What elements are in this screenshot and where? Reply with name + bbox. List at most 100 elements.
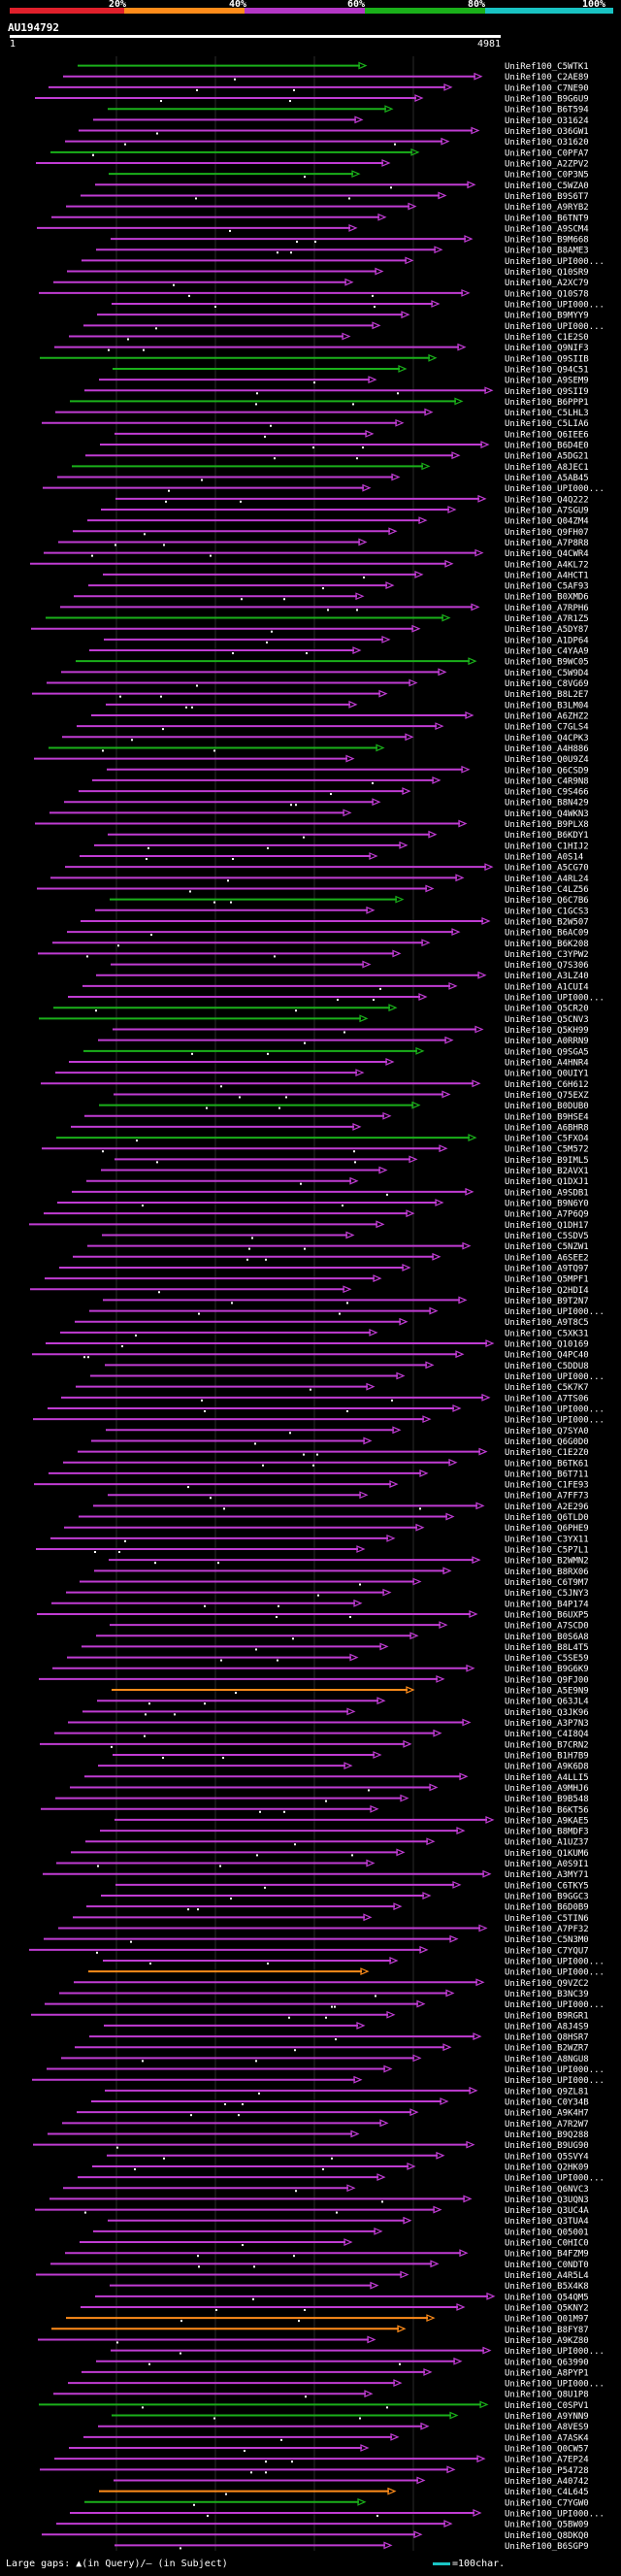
hit-row[interactable]: UniRef100_Q3UC4A [35, 2205, 589, 2216]
hit-label[interactable]: UniRef100_Q0UIY1 [505, 1070, 589, 1079]
hit-label[interactable]: UniRef100_B6D4E0 [505, 442, 589, 451]
hit-label[interactable]: UniRef100_UPI000... [505, 322, 605, 332]
hit-label[interactable]: UniRef100_UPI000... [505, 2174, 605, 2184]
hit-row[interactable]: UniRef100_Q9SGA5 [83, 1046, 589, 1057]
hit-label[interactable]: UniRef100_Q1DH17 [505, 1221, 589, 1231]
hit-label[interactable]: UniRef100_Q9FJ00 [505, 1675, 589, 1685]
hit-row[interactable]: UniRef100_A5DG21 [85, 451, 589, 462]
hit-row[interactable]: UniRef100_Q9SIIB [40, 353, 589, 364]
hit-label[interactable]: UniRef100_B8L4T5 [505, 1643, 589, 1653]
hit-label[interactable]: UniRef100_Q5MPF1 [505, 1275, 589, 1285]
hit-row[interactable]: UniRef100_P54728 [40, 2465, 589, 2476]
hit-row[interactable]: UniRef100_B4P174 [51, 1599, 589, 1609]
hit-label[interactable]: UniRef100_B6TK61 [505, 1459, 589, 1469]
hit-label[interactable]: UniRef100_A5AB45 [505, 474, 589, 483]
hit-label[interactable]: UniRef100_Q3UC4A [505, 2206, 589, 2216]
hit-label[interactable]: UniRef100_UPI000... [505, 1372, 605, 1382]
hit-label[interactable]: UniRef100_C0NDT0 [505, 2261, 589, 2270]
hit-row[interactable]: UniRef100_A7P6Q9 [44, 1209, 589, 1220]
hit-row[interactable]: UniRef100_Q9ZL81 [105, 2086, 589, 2097]
hit-label[interactable]: UniRef100_A9SCM4 [505, 224, 589, 234]
hit-label[interactable]: UniRef100_A9MHJ6 [505, 1784, 589, 1794]
hit-row[interactable]: UniRef100_UPI000... [88, 1967, 605, 1978]
hit-row[interactable]: UniRef100_O36GW1 [79, 126, 589, 137]
hit-label[interactable]: UniRef100_Q10SR9 [505, 268, 589, 278]
hit-row[interactable]: UniRef100_A2ZPV2 [36, 159, 589, 169]
hit-label[interactable]: UniRef100_UPI000... [505, 2076, 605, 2086]
hit-row[interactable]: UniRef100_B3NC39 [59, 1989, 589, 1999]
hit-label[interactable]: UniRef100_UPI000... [505, 1307, 605, 1317]
hit-row[interactable]: UniRef100_B5X4K8 [110, 2281, 589, 2292]
hit-label[interactable]: UniRef100_Q6C7B6 [505, 896, 589, 906]
hit-label[interactable]: UniRef100_A0S9I1 [505, 1860, 589, 1869]
hit-row[interactable]: UniRef100_UPI000... [103, 1957, 605, 1966]
hit-row[interactable]: UniRef100_C5WTK1 [78, 61, 589, 72]
hit-label[interactable]: UniRef100_C5TIN6 [505, 1914, 589, 1924]
hit-row[interactable]: UniRef100_Q9VZC2 [74, 1978, 589, 1989]
hit-row[interactable]: UniRef100_A1DP64 [104, 635, 589, 645]
hit-row[interactable]: UniRef100_Q94C51 [113, 365, 589, 375]
hit-row[interactable]: UniRef100_UPI000... [68, 993, 605, 1004]
hit-label[interactable]: UniRef100_A6SEE2 [505, 1253, 589, 1263]
hit-label[interactable]: UniRef100_Q10169 [505, 1340, 589, 1350]
hit-row[interactable]: UniRef100_C1E2S0 [69, 332, 589, 343]
hit-row[interactable]: UniRef100_Q0U9Z4 [34, 754, 589, 765]
hit-row[interactable]: UniRef100_C1GCS3 [95, 906, 589, 916]
hit-row[interactable]: UniRef100_B9IML5 [114, 1155, 589, 1166]
hit-row[interactable]: UniRef100_C9S466 [79, 787, 589, 798]
hit-label[interactable]: UniRef100_Q5BW09 [505, 2521, 589, 2530]
hit-row[interactable]: UniRef100_Q5MPF1 [45, 1274, 589, 1285]
hit-row[interactable]: UniRef100_A4RL24 [50, 874, 589, 884]
hit-row[interactable]: UniRef100_A3P7N3 [68, 1718, 589, 1729]
hit-row[interactable]: UniRef100_Q6C7B6 [110, 895, 589, 906]
hit-label[interactable]: UniRef100_B6UXP5 [505, 1610, 589, 1620]
hit-row[interactable]: UniRef100_C5LHL3 [55, 408, 589, 418]
hit-row[interactable]: UniRef100_C6TKY5 [115, 1880, 589, 1891]
hit-label[interactable]: UniRef100_A7R2W7 [505, 2120, 589, 2130]
hit-label[interactable]: UniRef100_B6KT56 [505, 1805, 589, 1815]
hit-row[interactable]: UniRef100_B9T2N7 [103, 1296, 589, 1306]
hit-row[interactable]: UniRef100_B4FZM9 [65, 2249, 589, 2260]
hit-row[interactable]: UniRef100_C4R9N8 [92, 776, 589, 786]
hit-label[interactable]: UniRef100_A4LLI5 [505, 1773, 589, 1783]
hit-row[interactable]: UniRef100_B0S6A8 [96, 1632, 589, 1642]
hit-row[interactable]: UniRef100_Q8U1P8 [53, 2390, 589, 2400]
hit-label[interactable]: UniRef100_A5DG21 [505, 452, 589, 462]
hit-label[interactable]: UniRef100_B3NC39 [505, 1990, 589, 1999]
hit-row[interactable]: UniRef100_UPI000... [48, 1404, 605, 1414]
hit-label[interactable]: UniRef100_Q6NVC3 [505, 2185, 589, 2195]
hit-row[interactable]: UniRef100_C7GLS4 [77, 722, 589, 733]
hit-row[interactable]: UniRef100_O31620 [65, 137, 589, 148]
hit-label[interactable]: UniRef100_C5N3M0 [505, 1935, 589, 1945]
hit-row[interactable]: UniRef100_B8L2E7 [32, 689, 589, 700]
hit-label[interactable]: UniRef100_Q5CNV3 [505, 1015, 589, 1025]
hit-row[interactable]: UniRef100_A8NGU8 [61, 2054, 589, 2064]
hit-row[interactable]: UniRef100_C0PFA7 [50, 148, 589, 158]
hit-label[interactable]: UniRef100_UPI000... [505, 2000, 605, 2010]
hit-label[interactable]: UniRef100_C0SPV1 [505, 2401, 589, 2411]
hit-row[interactable]: UniRef100_UPI000... [68, 2379, 605, 2390]
hit-row[interactable]: UniRef100_C5SDV5 [102, 1231, 589, 1241]
hit-label[interactable]: UniRef100_Q9FH07 [505, 528, 589, 538]
hit-label[interactable]: UniRef100_Q4Q222 [505, 495, 589, 505]
hit-label[interactable]: UniRef100_Q3UQN3 [505, 2196, 589, 2205]
hit-label[interactable]: UniRef100_A9YNN9 [505, 2412, 589, 2422]
hit-label[interactable]: UniRef100_B8AME3 [505, 247, 589, 256]
hit-label[interactable]: UniRef100_A5E9N9 [505, 1687, 589, 1697]
hit-row[interactable]: UniRef100_B9UG90 [33, 2140, 589, 2151]
hit-row[interactable]: UniRef100_O31624 [93, 116, 589, 126]
hit-row[interactable]: UniRef100_B9B548 [55, 1794, 589, 1804]
hit-label[interactable]: UniRef100_Q9SIIB [505, 354, 589, 364]
hit-row[interactable]: UniRef100_B2W507 [81, 917, 589, 927]
hit-row[interactable]: UniRef100_A9SDB1 [72, 1187, 589, 1198]
hit-label[interactable]: UniRef100_B9N6Y0 [505, 1200, 589, 1209]
hit-label[interactable]: UniRef100_Q63JL4 [505, 1698, 589, 1707]
hit-label[interactable]: UniRef100_A7SGU9 [505, 506, 589, 515]
hit-label[interactable]: UniRef100_B9B548 [505, 1795, 589, 1804]
hit-row[interactable]: UniRef100_A4H886 [49, 743, 589, 754]
hit-label[interactable]: UniRef100_Q5CR20 [505, 1005, 589, 1014]
hit-label[interactable]: UniRef100_C0PFA7 [505, 149, 589, 158]
hit-row[interactable]: UniRef100_A1CUI4 [82, 981, 589, 992]
hit-row[interactable]: UniRef100_B9N6Y0 [57, 1199, 589, 1209]
hit-label[interactable]: UniRef100_UPI000... [505, 2347, 605, 2357]
